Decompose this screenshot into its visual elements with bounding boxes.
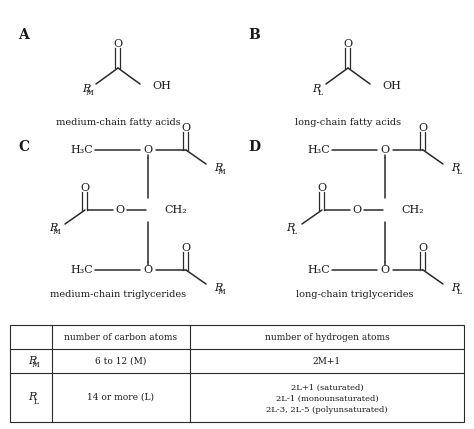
Text: H₃C: H₃C [70, 145, 93, 155]
Text: O: O [419, 123, 428, 133]
Text: CH₂: CH₂ [401, 205, 424, 215]
Text: H₃C: H₃C [307, 265, 330, 275]
Text: long-chain triglycerides: long-chain triglycerides [296, 290, 414, 299]
Text: L: L [34, 398, 38, 405]
Text: O: O [419, 243, 428, 253]
Text: O: O [381, 265, 390, 275]
Text: R: R [214, 163, 222, 173]
Text: M: M [53, 228, 61, 236]
Text: R: R [28, 393, 36, 402]
Text: M: M [218, 168, 226, 176]
Text: number of hydrogen atoms: number of hydrogen atoms [264, 332, 389, 341]
Text: medium-chain fatty acids: medium-chain fatty acids [55, 118, 181, 127]
Text: O: O [381, 145, 390, 155]
Text: R: R [214, 283, 222, 293]
Text: B: B [248, 28, 260, 42]
Text: O: O [144, 265, 153, 275]
Text: R: R [49, 223, 57, 233]
Text: O: O [144, 145, 153, 155]
Text: OH: OH [152, 81, 171, 91]
Text: number of carbon atoms: number of carbon atoms [64, 332, 178, 341]
Text: O: O [318, 183, 327, 193]
Text: 2L-3, 2L-5 (polyunsaturated): 2L-3, 2L-5 (polyunsaturated) [266, 405, 388, 414]
Text: L: L [292, 228, 297, 236]
Text: O: O [81, 183, 90, 193]
Text: L: L [456, 168, 462, 176]
Text: R: R [451, 283, 459, 293]
Bar [10, 325, 464, 422]
Text: R: R [286, 223, 294, 233]
Text: O: O [182, 243, 191, 253]
Text: H₃C: H₃C [70, 265, 93, 275]
Text: L: L [456, 288, 462, 296]
Text: R: R [451, 163, 459, 173]
Text: R: R [312, 84, 320, 94]
Text: O: O [182, 123, 191, 133]
Text: R: R [28, 356, 36, 366]
Text: L: L [318, 89, 322, 97]
Text: O: O [344, 39, 353, 49]
Text: M: M [218, 288, 226, 296]
Text: H₃C: H₃C [307, 145, 330, 155]
Text: 2M+1: 2M+1 [313, 356, 341, 366]
Text: OH: OH [382, 81, 401, 91]
Text: C: C [18, 140, 29, 154]
Text: M: M [32, 361, 40, 369]
Text: CH₂: CH₂ [164, 205, 187, 215]
Text: R: R [82, 84, 90, 94]
Text: A: A [18, 28, 29, 42]
Text: D: D [248, 140, 260, 154]
Text: medium-chain triglycerides: medium-chain triglycerides [50, 290, 186, 299]
Text: 6 to 12 (M): 6 to 12 (M) [95, 356, 146, 366]
Text: O: O [113, 39, 123, 49]
Text: 2L-1 (monounsaturated): 2L-1 (monounsaturated) [276, 395, 378, 402]
Text: O: O [116, 205, 125, 215]
Text: M: M [86, 89, 94, 97]
Text: O: O [353, 205, 362, 215]
Text: long-chain fatty acids: long-chain fatty acids [295, 118, 401, 127]
Text: 14 or more (L): 14 or more (L) [88, 393, 155, 402]
Text: 2L+1 (saturated): 2L+1 (saturated) [291, 384, 363, 392]
